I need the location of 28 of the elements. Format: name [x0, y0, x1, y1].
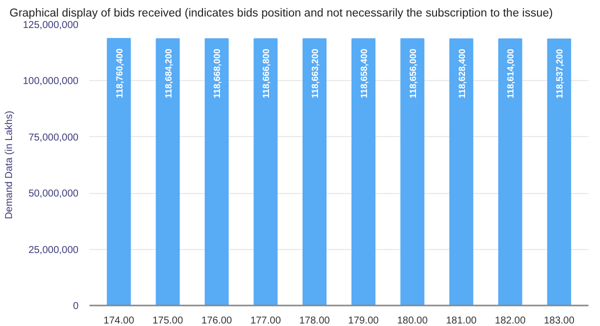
x-tick-label: 182.00: [494, 316, 526, 326]
x-tick-label: 176.00: [201, 316, 232, 326]
y-tick-label: 75,000,000: [28, 132, 79, 144]
chart-title: Graphical display of bids received (indicates bids position and not necessarily the subscription to the issue): [10, 8, 554, 20]
x-tick-label: 183.00: [544, 316, 575, 326]
y-tick-label: 50,000,000: [28, 188, 79, 200]
data-label: 118,760,400: [114, 48, 124, 98]
x-tick-label: 180.00: [397, 316, 428, 326]
x-tick-label: 179.00: [348, 316, 380, 326]
x-tick-label: 175.00: [152, 316, 184, 326]
y-tick-label: 0: [72, 301, 79, 312]
x-tick-label: 177.00: [250, 316, 282, 326]
data-label: 118,663,200: [310, 48, 320, 98]
x-tick-label: 178.00: [299, 316, 330, 326]
x-tick-label: 181.00: [446, 316, 478, 326]
data-label: 118,666,800: [261, 48, 272, 98]
y-axis-title: Demand Data (in Lakhs): [4, 110, 15, 220]
data-label: 118,537,200: [554, 49, 565, 99]
data-label: 118,628,400: [456, 48, 467, 98]
data-label: 118,614,000: [506, 48, 516, 98]
data-label: 118,658,400: [358, 48, 369, 98]
x-tick-label: 174.00: [104, 316, 135, 326]
data-label: 118,684,200: [163, 48, 174, 98]
y-tick-label: 25,000,000: [28, 244, 79, 256]
data-label: 118,668,000: [212, 48, 222, 98]
y-tick-label: 125,000,000: [22, 20, 79, 31]
data-label: 118,656,000: [408, 48, 418, 98]
y-tick-label: 100,000,000: [22, 76, 79, 88]
